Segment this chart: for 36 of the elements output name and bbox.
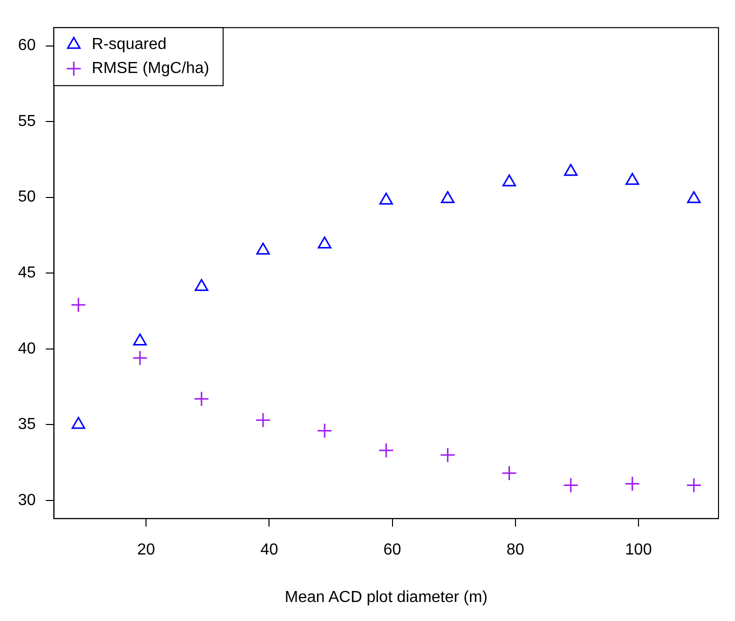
point <box>563 478 579 494</box>
point <box>316 422 332 438</box>
y-tick-label: 30 <box>18 492 36 509</box>
point <box>624 476 640 492</box>
y-tick-label: 50 <box>18 188 36 206</box>
point <box>70 297 86 313</box>
point <box>440 447 456 463</box>
y-tick-label: 35 <box>18 416 36 434</box>
x-axis-title: Mean ACD plot diameter (m) <box>284 588 488 606</box>
point <box>626 172 640 185</box>
point <box>194 278 208 291</box>
point <box>440 191 455 204</box>
point <box>686 478 702 494</box>
point <box>256 242 270 255</box>
legend-label: RMSE (MgC/ha) <box>92 60 210 78</box>
x-tick-label: 100 <box>625 542 652 559</box>
x-tick-label: 20 <box>137 542 156 559</box>
point <box>255 412 271 428</box>
point <box>687 191 701 204</box>
point <box>194 391 210 407</box>
point <box>132 350 148 366</box>
legend-label: R-squared <box>92 36 166 54</box>
point <box>501 465 517 481</box>
y-tick-label: 45 <box>18 264 36 282</box>
point <box>378 442 394 458</box>
y-tick-label: 60 <box>18 37 36 54</box>
x-tick-label: 60 <box>383 542 402 559</box>
y-tick-label: 40 <box>18 340 36 358</box>
point <box>133 334 147 346</box>
point <box>564 164 578 176</box>
point <box>318 236 332 249</box>
x-tick-label: 80 <box>506 542 524 559</box>
y-tick-label: 55 <box>18 112 36 130</box>
x-tick-label: 40 <box>260 542 278 559</box>
point <box>502 174 516 186</box>
point <box>379 192 393 205</box>
